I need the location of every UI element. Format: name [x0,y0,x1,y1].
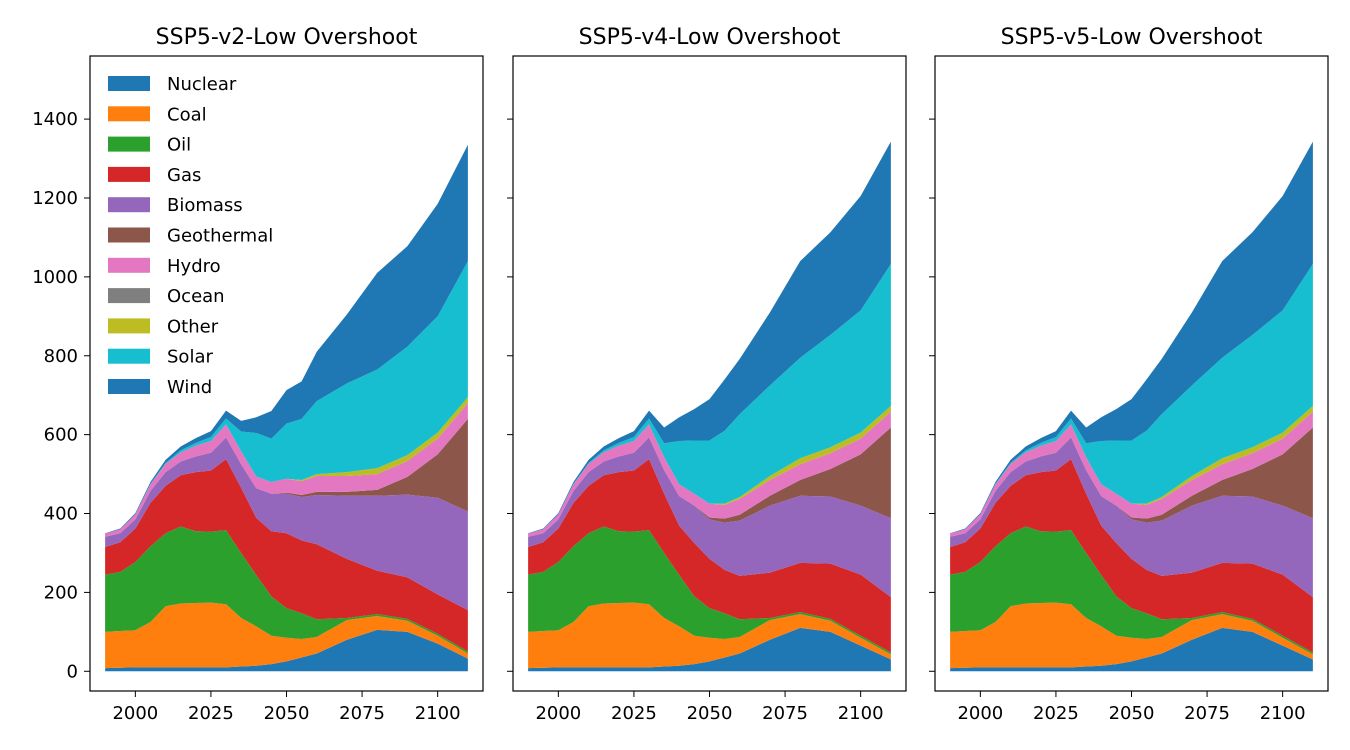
legend-label-gas: Gas [167,165,201,186]
legend-swatch-nuclear [108,76,150,91]
y-tick-label: 200 [44,582,78,603]
x-tick-label: 2050 [687,703,733,724]
x-tick-label: 2100 [415,703,461,724]
x-tick-label: 2000 [535,703,581,724]
legend-swatch-ocean [108,288,150,304]
legend-label-solar: Solar [167,347,213,368]
panel-title: SSP5-v5-Low Overshoot [1001,25,1263,50]
area-gas [528,459,891,653]
legend-swatch-hydro [108,257,150,273]
area-oil [950,526,1313,655]
area-biomass [950,437,1313,598]
x-tick-label: 2000 [112,703,158,724]
area-oil [105,526,468,654]
legend-label-wind: Wind [167,377,212,398]
x-tick-label: 2050 [1109,703,1155,724]
x-tick-label: 2075 [1184,703,1230,724]
area-gas [105,459,468,652]
legend: Nuclear Coal Oil Gas Biomass Geothermal Hydro O… [108,74,273,398]
area-coal [528,602,891,669]
legend-swatch-gas [108,166,150,182]
area-solar [950,263,1313,534]
legend-label-oil: Oil [167,135,191,156]
x-tick-label: 2025 [188,703,234,724]
legend-swatch-geothermal [108,227,150,243]
y-tick-label: 1400 [32,109,78,130]
area-biomass [105,437,468,611]
x-tick-label: 2000 [957,703,1003,724]
area-nuclear [105,629,468,672]
area-nuclear [528,627,891,672]
area-wind [528,141,891,534]
legend-label-nuclear: Nuclear [167,74,237,95]
y-tick-label: 1000 [32,267,78,288]
y-tick-label: 0 [67,661,78,682]
y-tick-label: 400 [44,504,78,525]
x-tick-label: 2050 [264,703,310,724]
y-tick-label: 1200 [32,188,78,209]
panel-2: 2000 2025 2050 2075 2100 SSP5-v4-Low Overshoo… [507,25,907,724]
area-hydro [105,403,468,537]
area-solar [105,261,468,534]
area-oil [528,526,891,655]
area-gas [950,459,1313,653]
legend-label-ocean: Ocean [167,286,225,307]
area-other [105,397,468,534]
legend-swatch-oil [108,136,150,152]
area-geothermal [528,427,891,537]
area-coal [105,602,468,669]
x-tick-label: 2100 [838,703,884,724]
y-tick-label: 600 [44,425,78,446]
area-coal [950,602,1313,669]
legend-swatch-wind [108,379,150,394]
panel-3: 2000 2025 2050 2075 2100 SSP5-v5-Low Overshoo… [929,25,1329,724]
x-tick-label: 2075 [762,703,808,724]
area-hydro [950,411,1313,537]
area-wind [105,144,468,534]
area-solar [528,263,891,534]
panel-title: SSP5-v2-Low Overshoot [156,25,418,50]
legend-swatch-solar [108,348,150,364]
x-tick-label: 2025 [611,703,657,724]
y-tick-label: 800 [44,346,78,367]
panel-1: 2000 2025 2050 2075 2100 0 200 400 600 800 1000 120… [32,25,484,724]
legend-swatch-coal [108,106,150,122]
x-tick-label: 2075 [339,703,385,724]
area-geothermal [950,427,1313,537]
panel-title: SSP5-v4-Low Overshoot [579,25,841,50]
legend-label-biomass: Biomass [167,195,243,216]
area-biomass [528,437,891,598]
x-tick-label: 2100 [1260,703,1306,724]
legend-label-coal: Coal [167,104,207,125]
area-hydro [528,411,891,537]
legend-label-hydro: Hydro [167,256,221,277]
legend-label-other: Other [167,316,219,337]
x-tick-label: 2025 [1033,703,1079,724]
legend-label-geothermal: Geothermal [167,226,273,247]
area-wind [950,141,1313,534]
legend-swatch-other [108,318,150,334]
area-nuclear [950,627,1313,672]
legend-swatch-biomass [108,197,150,213]
